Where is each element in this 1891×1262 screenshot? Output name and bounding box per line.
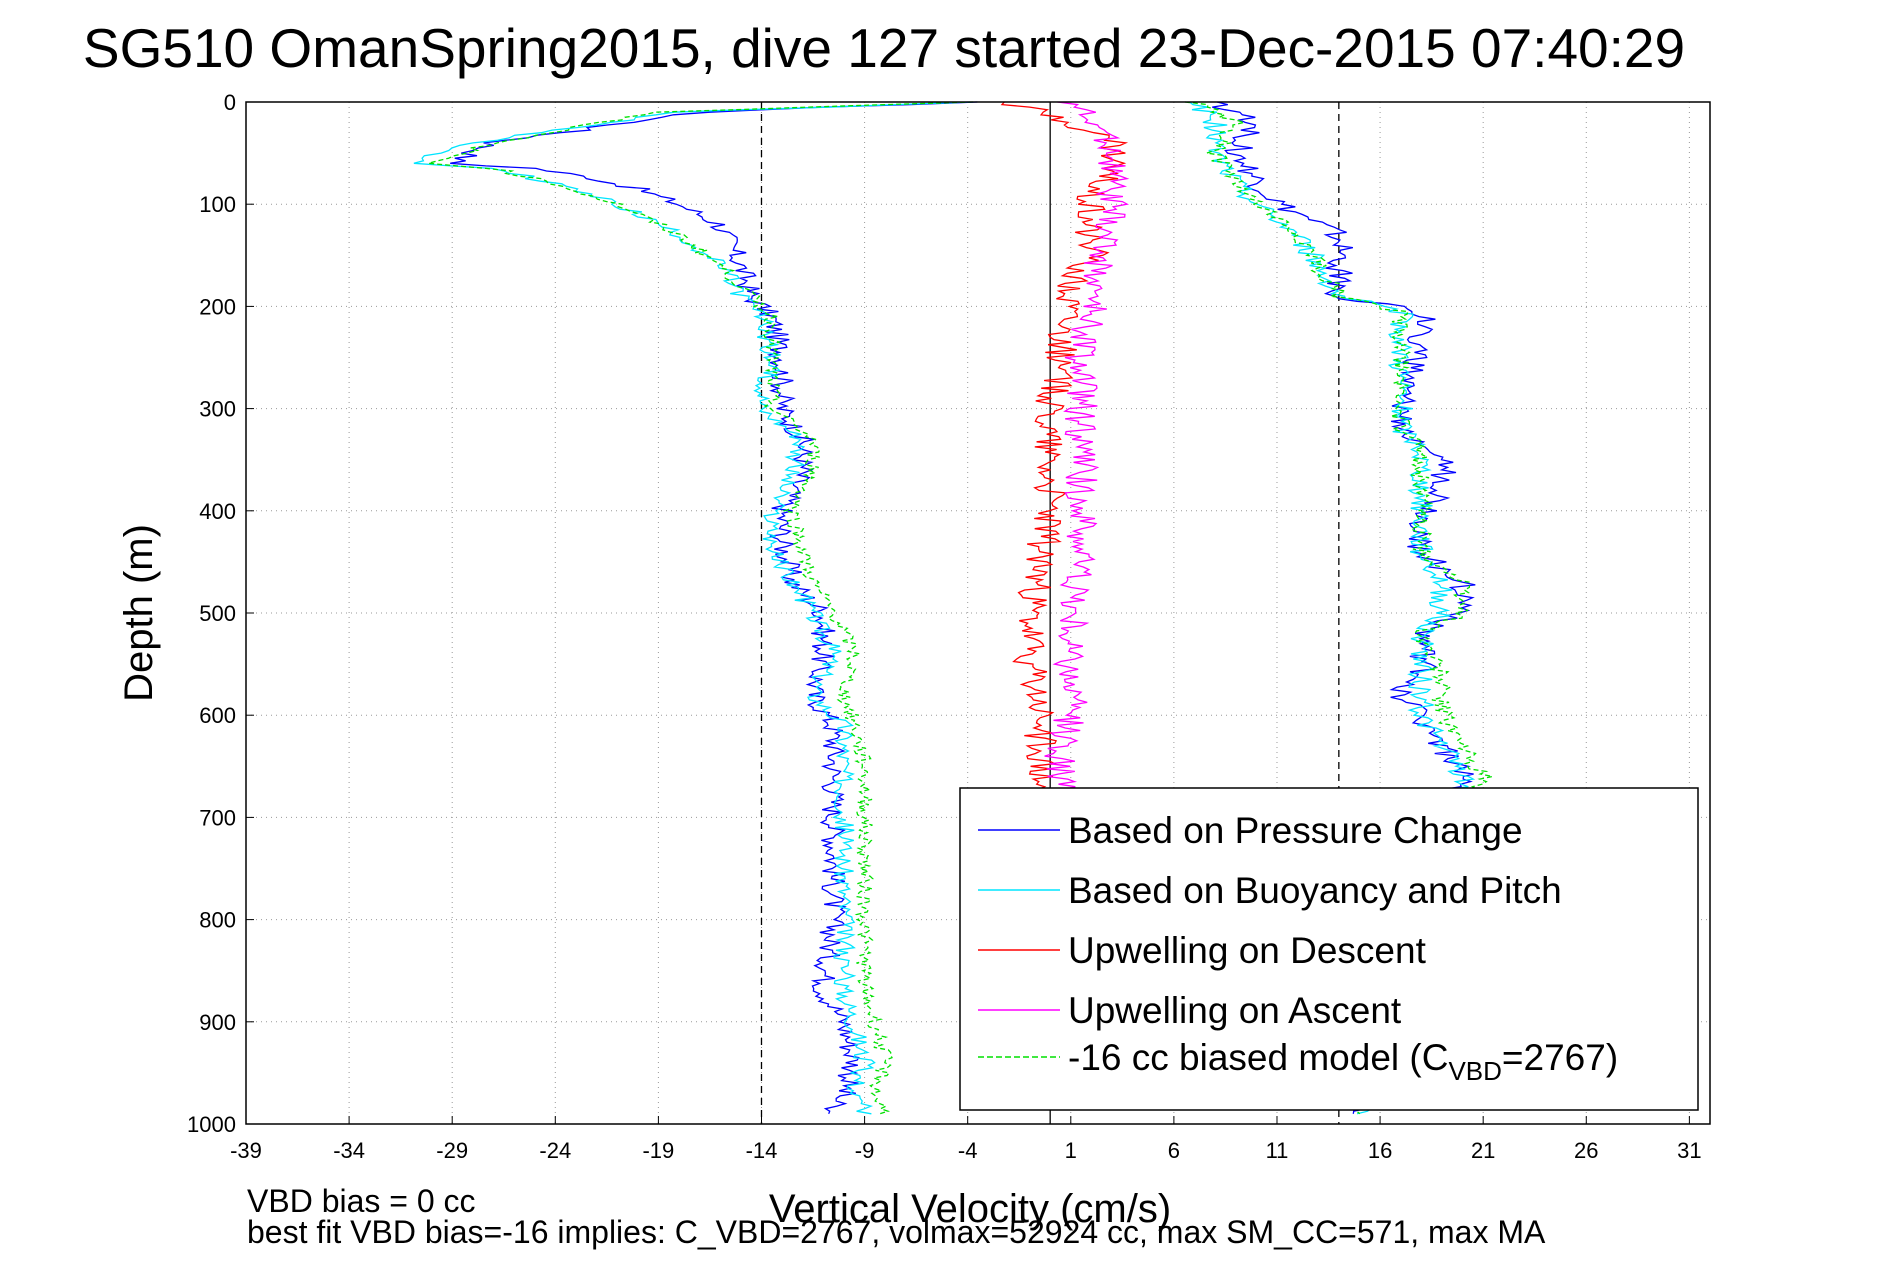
chart-title: SG510 OmanSpring2015, dive 127 started 2… <box>83 17 1685 79</box>
legend-label: Based on Buoyancy and Pitch <box>1068 870 1562 911</box>
x-tick-label: 31 <box>1677 1138 1701 1163</box>
x-tick-label: 6 <box>1168 1138 1180 1163</box>
legend-label-suffix: =2767) <box>1502 1037 1618 1078</box>
x-tick-label: -19 <box>642 1138 674 1163</box>
vbd-bias-annotation: VBD bias = 0 cc <box>247 1183 476 1219</box>
x-tick-label: -14 <box>746 1138 778 1163</box>
y-tick-label: 300 <box>199 397 236 422</box>
y-tick-label: 700 <box>199 805 236 830</box>
y-axis-label: Depth (m) <box>117 524 161 702</box>
x-tick-label: 1 <box>1065 1138 1077 1163</box>
legend-box <box>959 787 1699 1111</box>
y-tick-label: 0 <box>224 90 236 115</box>
x-axis-label: Vertical Velocity (cm/s) <box>769 1187 1171 1231</box>
x-tick-label: -39 <box>230 1138 262 1163</box>
series-line <box>1044 101 1130 798</box>
legend-label-subscript: VBD <box>1448 1056 1501 1086</box>
y-tick-label: 900 <box>199 1010 236 1035</box>
series-line <box>428 101 974 1115</box>
y-tick-label: 100 <box>199 192 236 217</box>
x-tick-label: -4 <box>958 1138 978 1163</box>
x-tick-label: -24 <box>539 1138 571 1163</box>
y-tick-label: 1000 <box>187 1112 236 1137</box>
y-tick-label: 200 <box>199 294 236 319</box>
best-fit-annotation: best fit VBD bias=-16 implies: C_VBD=276… <box>247 1214 1546 1250</box>
x-tick-label: 26 <box>1574 1138 1598 1163</box>
x-tick-label: -29 <box>436 1138 468 1163</box>
x-tick-label: -9 <box>855 1138 875 1163</box>
legend-label: Upwelling on Ascent <box>1068 990 1402 1031</box>
x-tick-label: -34 <box>333 1138 365 1163</box>
y-tick-label: 800 <box>199 908 236 933</box>
x-tick-label: 11 <box>1266 1138 1289 1163</box>
x-tick-label: 21 <box>1471 1138 1495 1163</box>
axis-ticks: -39 -34 -29 -24 -19 -14 -9 -4 1 6 11 16 21 26 31010020… <box>187 90 1702 1163</box>
legend-label: Based on Pressure Change <box>1068 810 1523 851</box>
y-tick-label: 400 <box>199 499 236 524</box>
series-line <box>450 101 978 1115</box>
series-line <box>413 101 971 1115</box>
series-line <box>1000 101 1129 798</box>
y-tick-label: 600 <box>199 703 236 728</box>
legend-label: -16 cc biased model (CVBD=2767) <box>1068 1037 1618 1086</box>
legend-label: Upwelling on Descent <box>1068 930 1427 971</box>
x-tick-label: 16 <box>1368 1138 1392 1163</box>
legend: Based on Pressure Change Based on Buoyanc… <box>959 787 1699 1111</box>
y-tick-label: 500 <box>199 601 236 626</box>
